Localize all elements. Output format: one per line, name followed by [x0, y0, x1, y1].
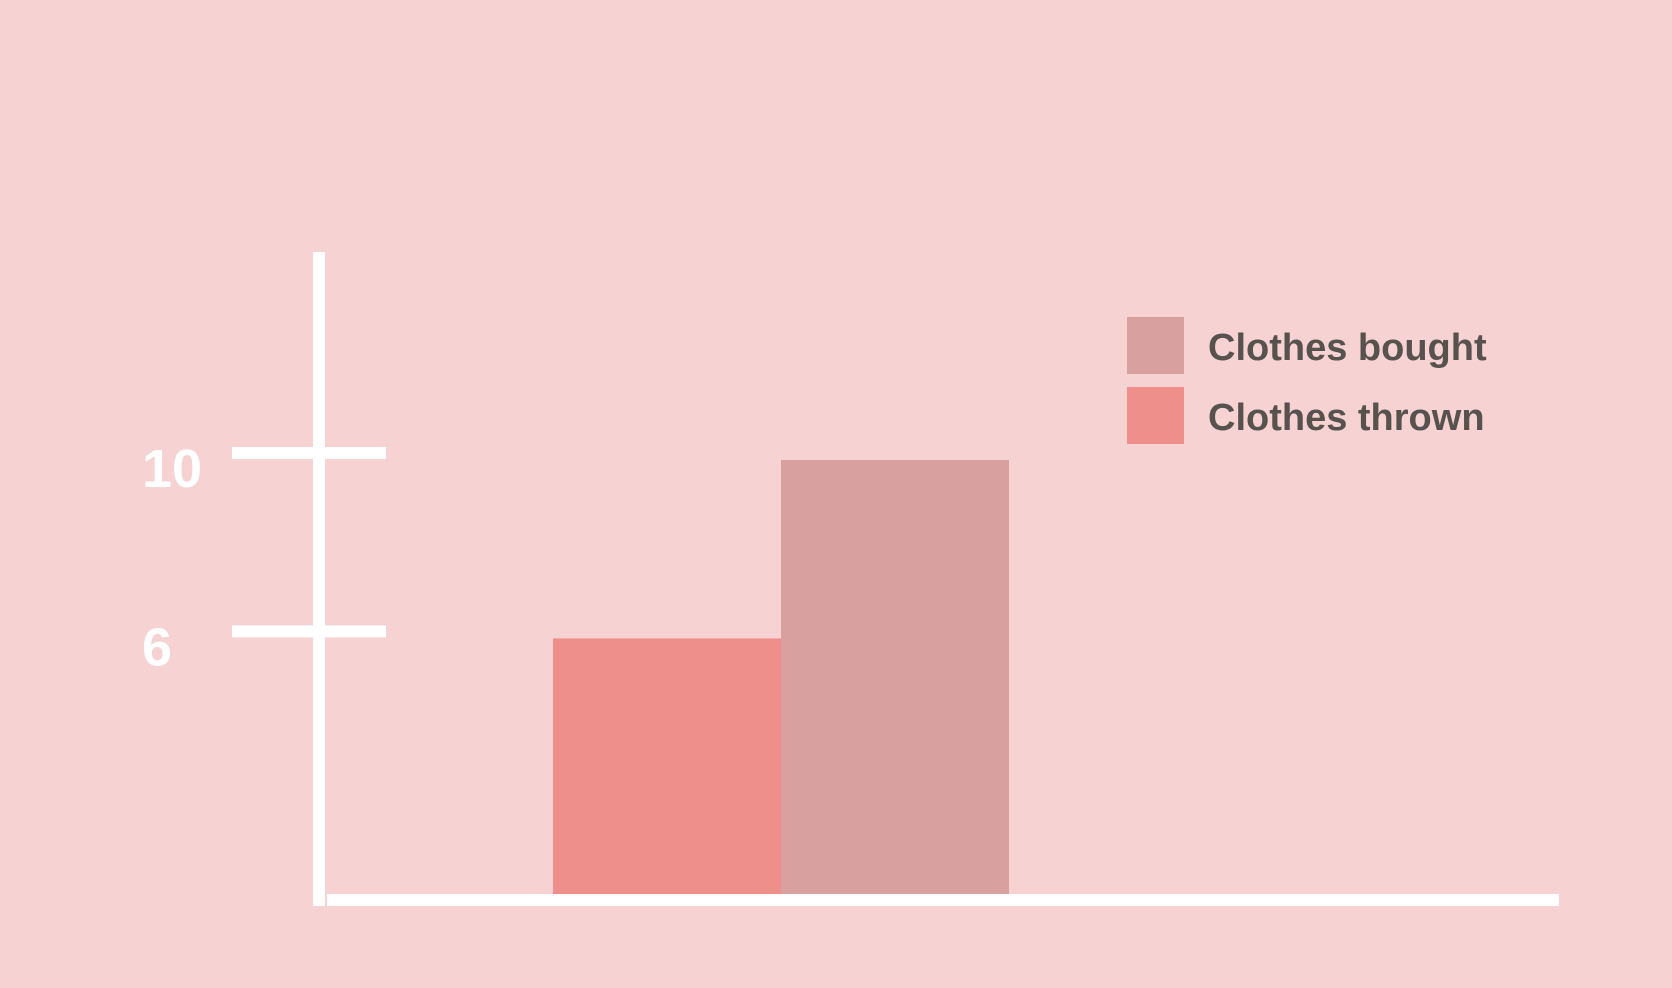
y-tick-10: [232, 447, 386, 459]
legend-item-clothes-bought: Clothes bought: [1127, 317, 1487, 374]
bars-layer: [553, 460, 1009, 906]
bar-clothes-thrown: [553, 638, 781, 906]
legend: Clothes bought Clothes thrown: [1127, 317, 1487, 444]
y-tick-label-10: 10: [142, 439, 202, 499]
legend-swatch-clothes-bought: [1127, 317, 1184, 374]
axes-layer: [313, 252, 1559, 906]
legend-item-clothes-thrown: Clothes thrown: [1127, 387, 1485, 444]
y-ticks: 6 10: [142, 439, 386, 677]
bar-clothes-bought: [781, 460, 1009, 906]
y-tick-6: [232, 625, 386, 638]
y-tick-label-6: 6: [142, 617, 172, 677]
legend-label-clothes-thrown: Clothes thrown: [1208, 397, 1485, 439]
x-axis-line: [327, 894, 1559, 906]
y-axis-line: [313, 252, 325, 906]
legend-swatch-clothes-thrown: [1127, 387, 1184, 444]
legend-label-clothes-bought: Clothes bought: [1208, 327, 1487, 369]
